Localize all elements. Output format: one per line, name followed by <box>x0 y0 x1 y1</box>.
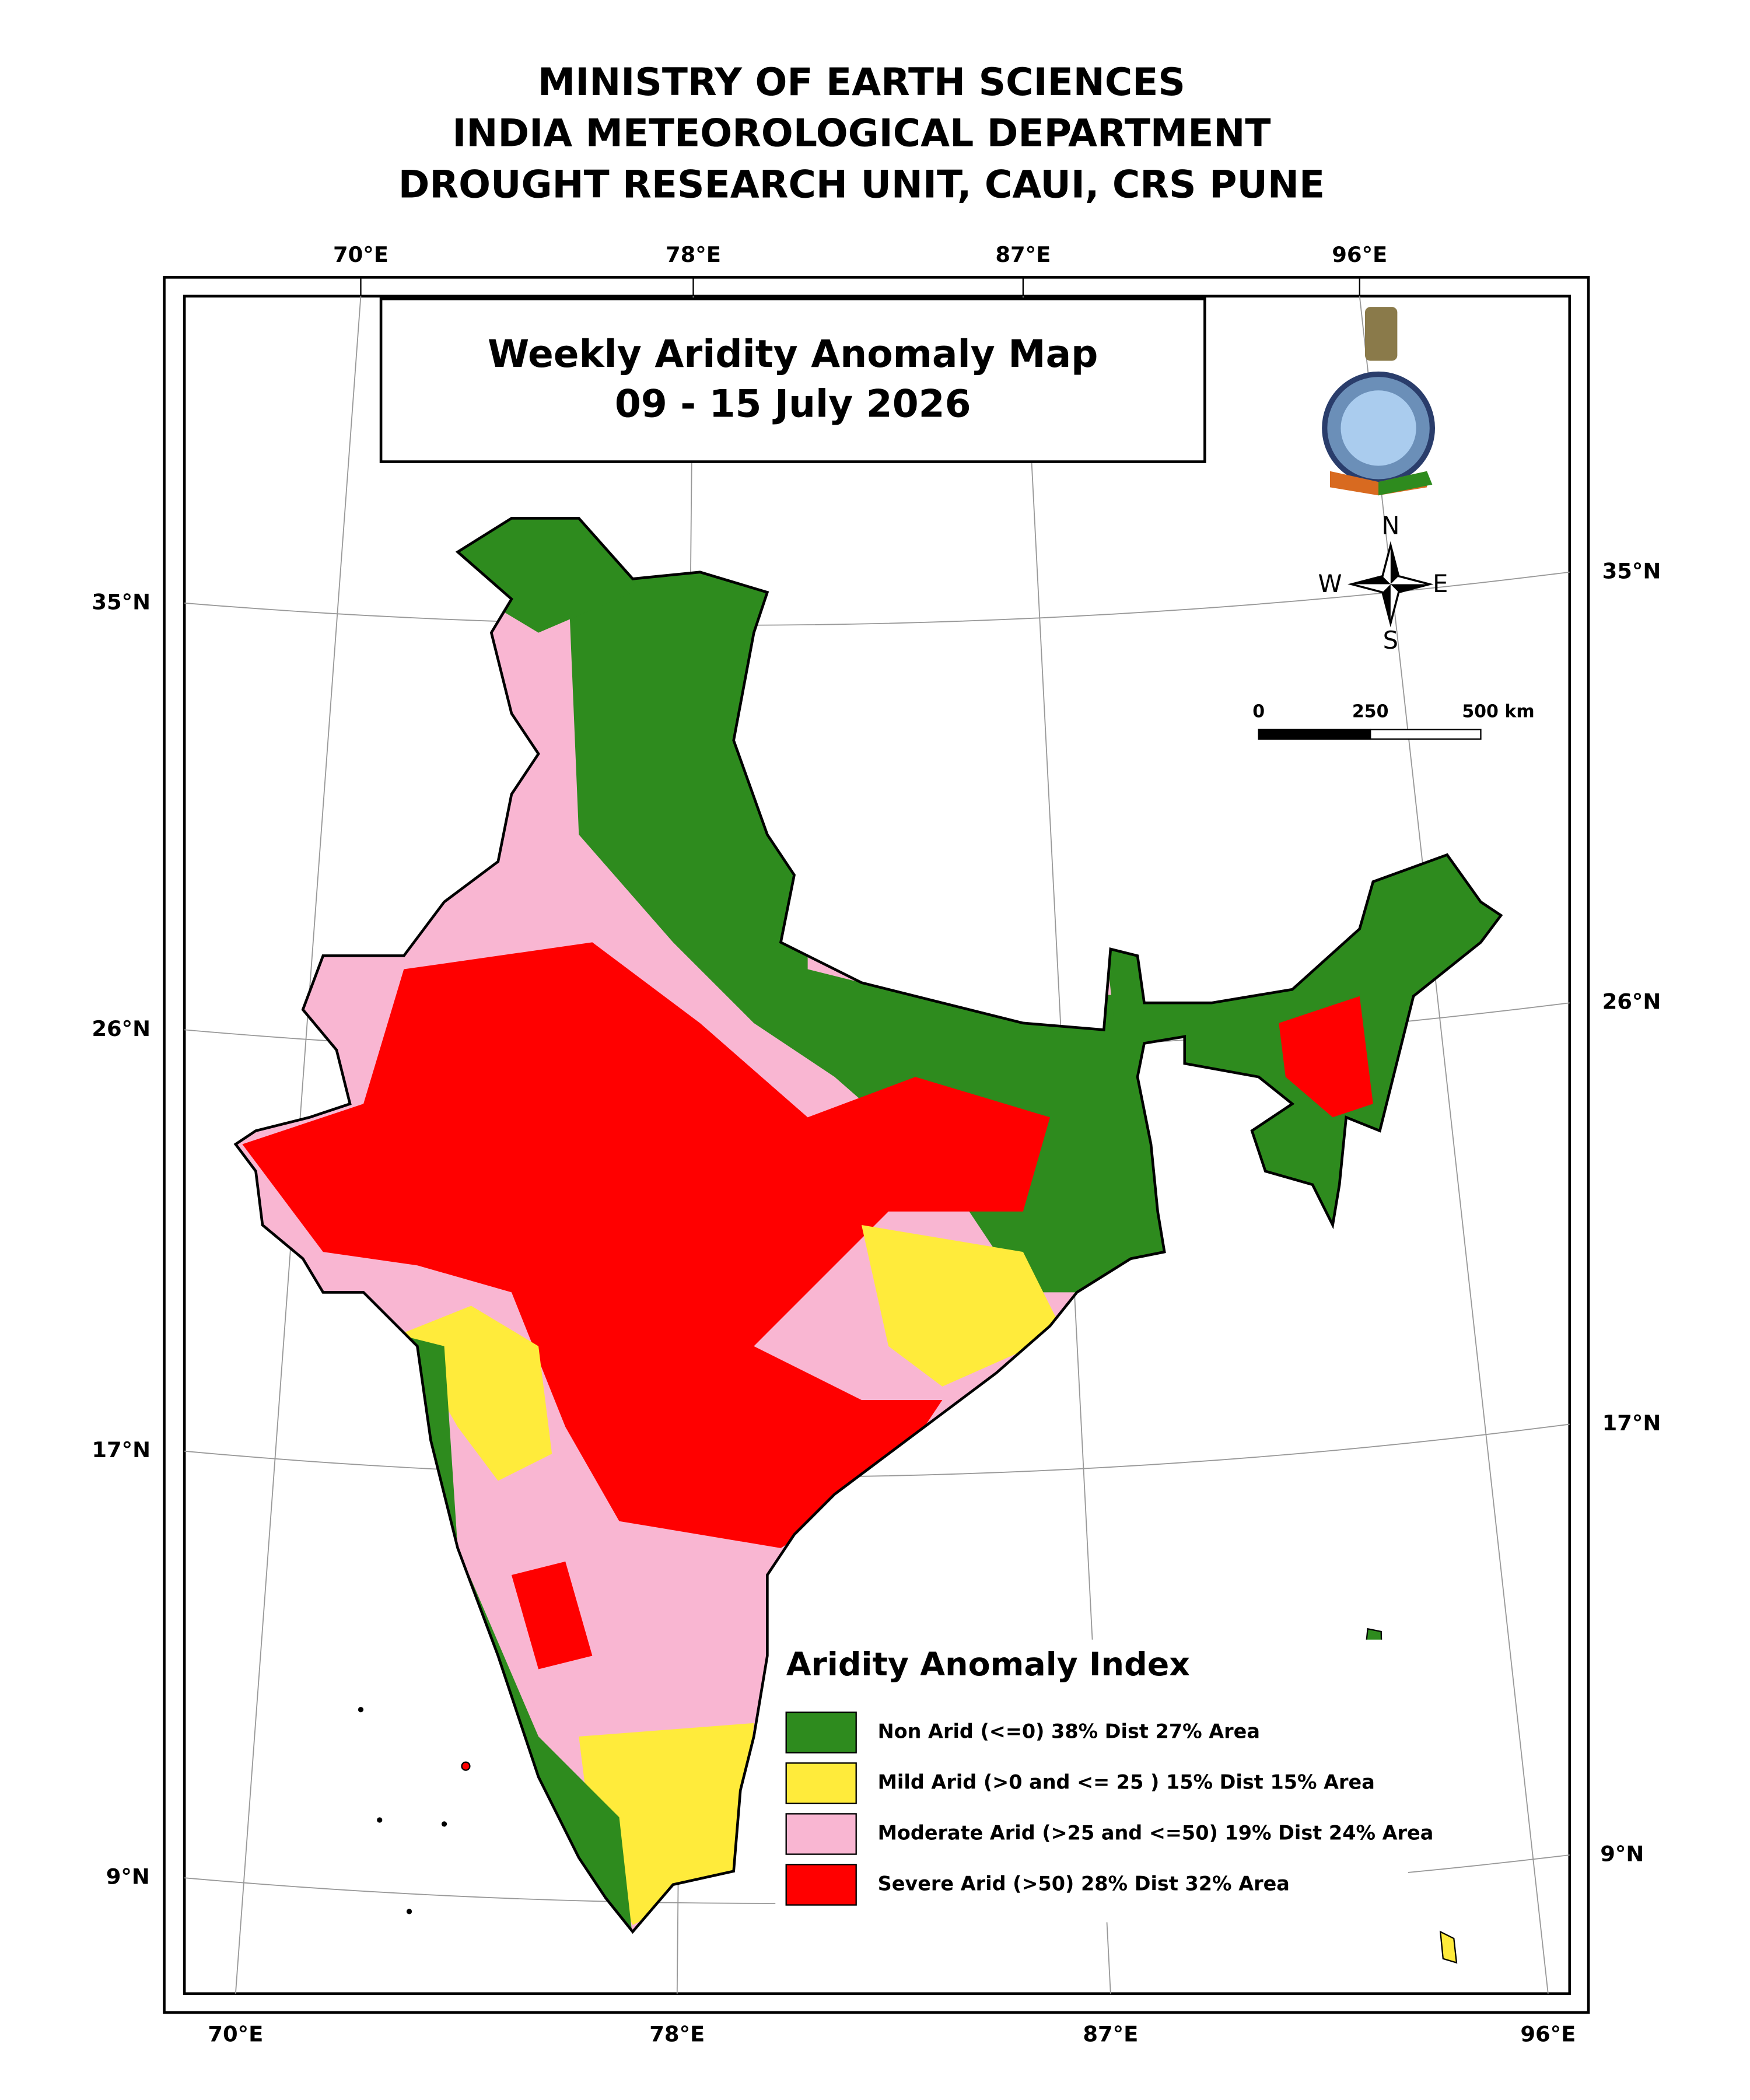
map-frame <box>163 276 1590 2014</box>
legend-swatch <box>785 1762 857 1804</box>
emblem <box>1365 307 1398 361</box>
scale-segment <box>1370 729 1482 740</box>
longitude-label: 87°E <box>995 242 1051 267</box>
title-box: Weekly Aridity Anomaly Map 09 - 15 July … <box>379 298 1206 463</box>
compass-label: E <box>1433 569 1448 598</box>
legend-title: Aridity Anomaly Index <box>786 1646 1190 1684</box>
island <box>358 1707 364 1713</box>
scale-label: 250 <box>1352 701 1389 722</box>
latitude-label: 35°N <box>92 589 150 614</box>
non-arid-region <box>390 1332 633 1932</box>
compass-label: S <box>1383 626 1398 654</box>
parallel <box>184 1423 1570 1478</box>
scale-label: 0 <box>1252 701 1265 722</box>
title-frame <box>379 298 1206 463</box>
longitude-label: 96°E <box>1520 2022 1576 2047</box>
latitude-label: 9°N <box>1600 1842 1644 1867</box>
compass-label: W <box>1318 569 1342 598</box>
legend-label: Mild Arid (>0 and <= 25 ) 15% Dist 15% A… <box>878 1770 1375 1793</box>
latitude-label: 26°N <box>1602 989 1661 1014</box>
island <box>377 1817 383 1823</box>
inner-frame <box>183 295 1572 1995</box>
scale-label: 500 km <box>1462 701 1534 722</box>
header-line: MINISTRY OF EARTH SCIENCES <box>538 61 1185 104</box>
compass: N E S W <box>1318 512 1448 654</box>
mild-region <box>861 1225 1064 1387</box>
legend-label: Severe Arid (>50) 28% Dist 32% Area <box>878 1873 1290 1895</box>
island <box>441 1821 447 1827</box>
legend-swatch <box>785 1712 857 1754</box>
latitude-label: 35°N <box>1602 558 1661 583</box>
island <box>461 1761 471 1771</box>
non-arid-region <box>565 518 1171 1293</box>
latitude-label: 17°N <box>1602 1410 1661 1436</box>
logo-ribbon <box>1378 471 1433 496</box>
severe-region <box>242 942 1050 1548</box>
legend-label: Non Arid (<=0) 38% Dist 27% Area <box>878 1720 1260 1743</box>
latitude-label: 26°N <box>92 1016 150 1041</box>
longitude-label: 78°E <box>649 2022 705 2047</box>
longitude-label: 70°E <box>333 242 388 267</box>
parallel <box>184 571 1570 626</box>
legend-swatch <box>785 1864 857 1906</box>
longitude-label: 70°E <box>208 2022 263 2047</box>
scale-segment <box>1258 729 1371 740</box>
header: MINISTRY OF EARTH SCIENCES INDIA METEORO… <box>398 61 1325 206</box>
legend-swatch <box>785 1813 857 1855</box>
legend-background <box>775 1639 1408 1923</box>
scale-bar: 0 250 500 km <box>1252 701 1535 740</box>
longitude-label: 96°E <box>1332 242 1387 267</box>
severe-region <box>511 1561 593 1670</box>
map-title: Weekly Aridity Anomaly Map <box>488 332 1098 376</box>
compass-label: N <box>1381 512 1399 540</box>
longitude-label: 78°E <box>666 242 721 267</box>
compass-shade <box>1351 545 1430 624</box>
outer-frame <box>163 276 1590 2014</box>
latitude-label: 9°N <box>106 1864 150 1889</box>
severe-region <box>1279 996 1373 1118</box>
logo-globe <box>1340 390 1416 466</box>
legend: Aridity Anomaly Index Non Arid (<=0) 38%… <box>775 1639 1434 1923</box>
longitude-label: 87°E <box>1083 2022 1138 2047</box>
nicobar-islands <box>1439 1930 1458 1964</box>
map-date: 09 - 15 July 2026 <box>615 383 971 426</box>
island <box>406 1909 412 1915</box>
legend-label: Moderate Arid (>25 and <=50) 19% Dist 24… <box>878 1822 1434 1845</box>
latitude-label: 17°N <box>92 1437 150 1462</box>
header-line: INDIA METEOROLOGICAL DEPARTMENT <box>452 112 1270 156</box>
header-line: DROUGHT RESEARCH UNIT, CAUI, CRS PUNE <box>398 163 1325 206</box>
imd-logo <box>1322 307 1435 496</box>
